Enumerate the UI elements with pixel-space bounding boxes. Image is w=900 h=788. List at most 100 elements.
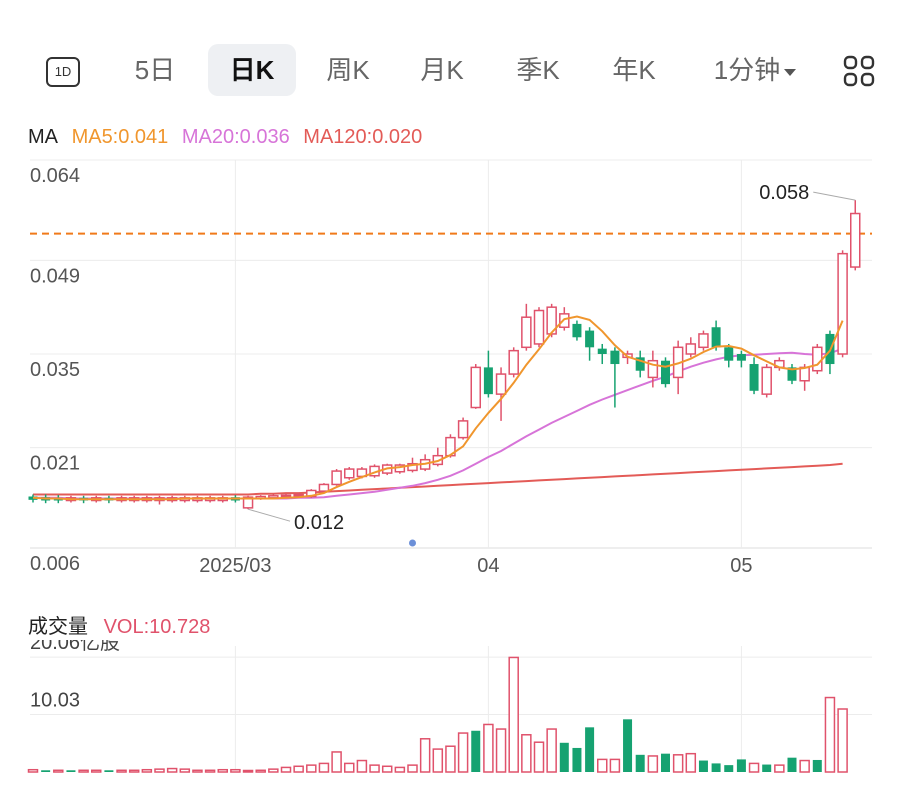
candle [483, 367, 493, 395]
volume-bar [419, 738, 431, 773]
volume-bar [483, 723, 494, 773]
candle [711, 327, 721, 348]
volume-bar [546, 728, 557, 773]
tab-daily-k[interactable]: 日K [208, 44, 296, 96]
event-marker-dot [409, 539, 416, 547]
y-tick-label: 0.064 [30, 165, 80, 187]
volume-bar [445, 745, 456, 773]
volume-bar [318, 762, 330, 773]
candle [521, 316, 532, 349]
tab-monthly-k[interactable]: 月K [420, 55, 464, 85]
volume-bar [623, 719, 633, 772]
candle [533, 309, 545, 345]
x-tick-label: 05 [730, 555, 752, 577]
volume-bar [66, 770, 76, 772]
volume-bar [407, 764, 418, 773]
tab-weekly-k[interactable]: 周K [326, 55, 370, 85]
volume-bar [331, 751, 342, 773]
candle [280, 494, 292, 498]
ma20-legend: MA20:0.036 [181, 126, 290, 148]
candle [698, 333, 709, 349]
volume-bar [698, 760, 708, 772]
candle [647, 359, 659, 379]
candle [470, 366, 481, 409]
volume-legend: 成交量 VOL:10.728 [28, 610, 210, 639]
volume-bar [672, 754, 684, 773]
volume-bar [661, 753, 670, 772]
volume-bar [609, 758, 621, 773]
volume-bar [53, 769, 64, 773]
volume-bar [508, 656, 519, 773]
volume-bar [711, 763, 721, 772]
volume-bar [116, 769, 127, 773]
candle [508, 349, 519, 375]
volume-bar [762, 764, 772, 772]
volume-value: VOL:10.728 [103, 616, 211, 638]
high-annotation-leader [813, 191, 856, 201]
period-tab-bar: 1D 5日 日K 周K 月K 季K 年K 1分钟 [0, 40, 900, 100]
volume-bar [204, 769, 216, 773]
low-annotation-leader [247, 508, 291, 522]
volume-bar [306, 764, 317, 773]
volume-bar [166, 767, 178, 773]
volume-bar [559, 742, 569, 772]
volume-bar [521, 734, 532, 773]
volume-bar [495, 728, 507, 773]
volume-bar [812, 759, 822, 772]
ma120-legend: MA120:0.020 [303, 126, 423, 148]
candle [850, 212, 861, 268]
volume-bar [280, 766, 292, 773]
candle [661, 360, 670, 385]
volume-bar [736, 759, 746, 772]
volume-bar [293, 765, 304, 773]
volume-bar [91, 769, 102, 773]
candle [242, 496, 254, 509]
x-tick-label: 04 [477, 555, 499, 577]
volume-bar [585, 727, 595, 772]
candle [685, 343, 697, 355]
candle [799, 366, 810, 382]
volume-bar [572, 747, 582, 772]
candle [610, 350, 620, 365]
volume-bar [369, 764, 380, 773]
ma5-line [32, 315, 844, 501]
volume-y-tick-label: 20.06亿股 [30, 640, 120, 654]
ma120-line [33, 462, 843, 496]
tab-5day[interactable]: 5日 [134, 55, 176, 85]
tab-minute-dropdown[interactable]: 1分钟 [700, 44, 810, 96]
volume-bar [268, 768, 279, 773]
volume-bar [635, 754, 645, 772]
volume-bar [394, 766, 406, 773]
candlestick-chart[interactable]: 0.064 0.049 0.035 0.021 0.006 2025/03 04 05 0.05… [0, 150, 900, 580]
volume-bar [774, 764, 785, 773]
volume-bar [685, 752, 697, 773]
y-tick-label: 0.049 [30, 265, 80, 287]
volume-bar [192, 769, 203, 773]
candle [331, 470, 342, 486]
ma-legend: MA MA5:0.041 MA20:0.036 MA120:0.020 [28, 126, 430, 149]
volume-chart[interactable]: 20.06亿股 10.03 [0, 640, 900, 780]
candle [344, 468, 355, 479]
ma-legend-label: MA [28, 126, 58, 148]
volume-bar [356, 759, 368, 773]
y-tick-label: 0.035 [30, 359, 80, 381]
tab-quarterly-k[interactable]: 季K [516, 55, 560, 85]
high-annotation-label: 0.058 [759, 182, 809, 204]
volume-bar [179, 768, 191, 773]
volume-bar [647, 755, 659, 773]
tab-yearly-k[interactable]: 年K [612, 55, 656, 85]
candle [495, 373, 507, 395]
volume-bar [41, 770, 51, 772]
volume-bar [141, 768, 153, 773]
candle [787, 367, 797, 381]
candle [635, 357, 645, 371]
volume-bar [724, 765, 734, 772]
grid-layout-icon[interactable] [842, 54, 876, 88]
volume-bar [217, 768, 228, 773]
volume-bar [597, 758, 608, 773]
ma20-line [33, 347, 843, 500]
volume-bar [154, 768, 165, 773]
tab-1d-icon[interactable]: 1D [46, 57, 80, 87]
volume-bar [471, 730, 481, 772]
candle [597, 348, 607, 354]
